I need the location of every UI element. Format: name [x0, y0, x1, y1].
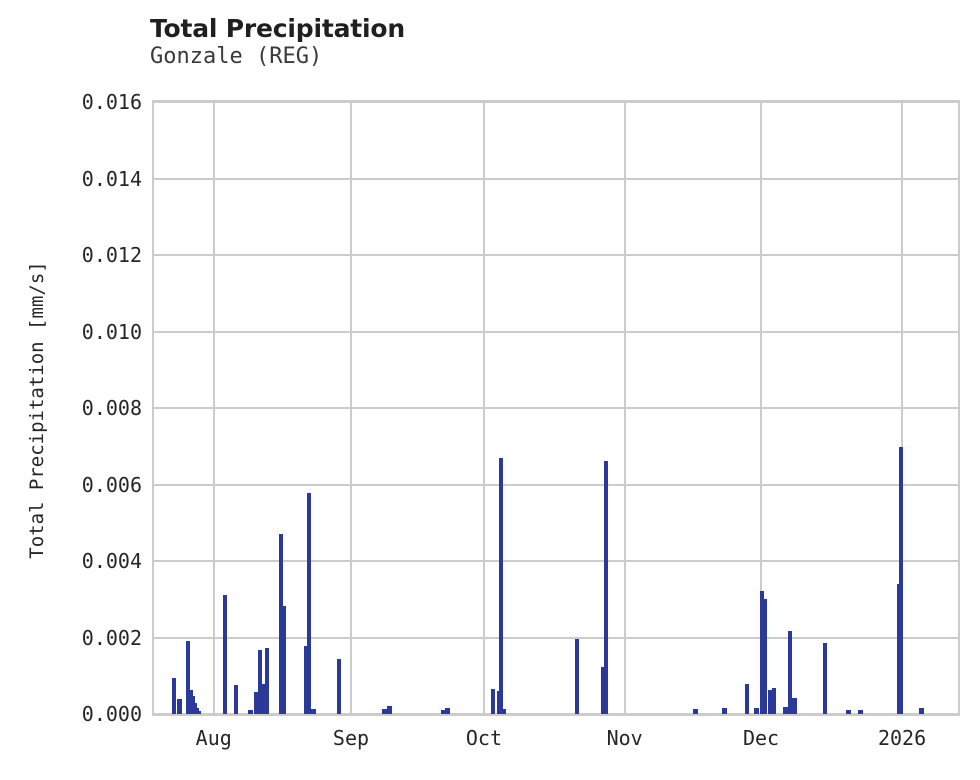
- bar: [501, 708, 507, 714]
- bar: [846, 710, 852, 714]
- bar: [791, 698, 797, 714]
- bar: [498, 458, 503, 714]
- bar: [490, 689, 495, 714]
- gridline-horizontal: [154, 177, 958, 180]
- bar: [185, 641, 190, 714]
- bar: [858, 709, 864, 714]
- gridline-vertical: [482, 102, 485, 714]
- x-tick-label: Oct: [465, 726, 503, 750]
- y-tick-label: 0.004: [81, 549, 142, 573]
- bar: [304, 645, 309, 714]
- gridline-horizontal: [154, 407, 958, 409]
- bar: [387, 706, 393, 714]
- bar: [604, 461, 609, 714]
- bar: [171, 678, 176, 714]
- gridline-horizontal: [154, 330, 958, 333]
- bar: [282, 605, 287, 714]
- y-tick-label: 0.010: [81, 319, 142, 344]
- y-tick-label: 0.006: [81, 472, 142, 497]
- bar: [772, 688, 777, 714]
- gridline-horizontal: [154, 713, 958, 715]
- title-block: Total Precipitation Gonzale (REG): [150, 14, 850, 70]
- gridline-horizontal: [154, 483, 958, 486]
- y-tick-label: 0.008: [81, 396, 142, 420]
- x-tick-label: Sep: [332, 726, 370, 750]
- x-tick-label: Dec: [742, 726, 780, 750]
- bar: [337, 659, 342, 714]
- x-tick-label: Nov: [606, 726, 643, 750]
- gridline-vertical: [623, 102, 626, 714]
- bar: [919, 707, 925, 714]
- plot-area: [152, 100, 960, 716]
- y-tick-label: 0.016: [81, 90, 142, 114]
- bar: [440, 709, 446, 714]
- bar: [265, 647, 270, 714]
- plot-inner: [154, 101, 958, 715]
- bar: [247, 710, 253, 714]
- bar: [693, 709, 699, 714]
- bar: [760, 590, 765, 714]
- gridline-vertical: [760, 102, 763, 714]
- bar: [753, 708, 759, 714]
- bar: [745, 684, 750, 714]
- page-title: Total Precipitation: [150, 14, 405, 43]
- y-tick-label: 0.012: [81, 243, 142, 267]
- gridline-vertical: [349, 102, 352, 714]
- bar: [177, 699, 183, 714]
- gridline-horizontal: [154, 101, 958, 103]
- bar: [763, 598, 768, 714]
- bar: [722, 707, 728, 714]
- gridline-horizontal: [154, 636, 958, 639]
- bar: [307, 492, 312, 714]
- bar: [279, 534, 284, 714]
- y-tick-label: 0.000: [81, 702, 142, 726]
- bar: [196, 710, 202, 714]
- x-tick-label: Aug: [195, 726, 232, 750]
- bar: [782, 707, 788, 714]
- gridline-horizontal: [154, 560, 958, 562]
- x-axis-tick-labels: Aug Sep Oct Nov Dec 2026: [152, 726, 960, 756]
- bar: [258, 650, 263, 714]
- gridline-vertical: [901, 102, 904, 714]
- x-tick-label: 2026: [877, 726, 927, 750]
- gridline-vertical: [212, 102, 215, 714]
- bar: [898, 447, 903, 714]
- bar: [601, 666, 606, 714]
- y-tick-label: 0.014: [81, 166, 142, 191]
- bar: [496, 690, 501, 714]
- gridline-horizontal: [154, 254, 958, 256]
- y-tick-label: 0.002: [81, 625, 142, 650]
- bar: [575, 638, 580, 714]
- bar: [768, 690, 773, 714]
- bar: [233, 684, 238, 714]
- bar: [310, 709, 316, 714]
- bar: [788, 630, 793, 714]
- bar: [444, 707, 450, 714]
- bar: [222, 594, 227, 714]
- bar: [382, 709, 388, 714]
- y-axis-tick-labels: 0.000 0.002 0.004 0.006 0.008 0.010 0.012 0.014…: [0, 92, 142, 724]
- bar: [254, 691, 259, 714]
- chart-subtitle: Gonzale (REG): [150, 44, 323, 69]
- bar: [262, 683, 267, 714]
- bar: [822, 642, 827, 714]
